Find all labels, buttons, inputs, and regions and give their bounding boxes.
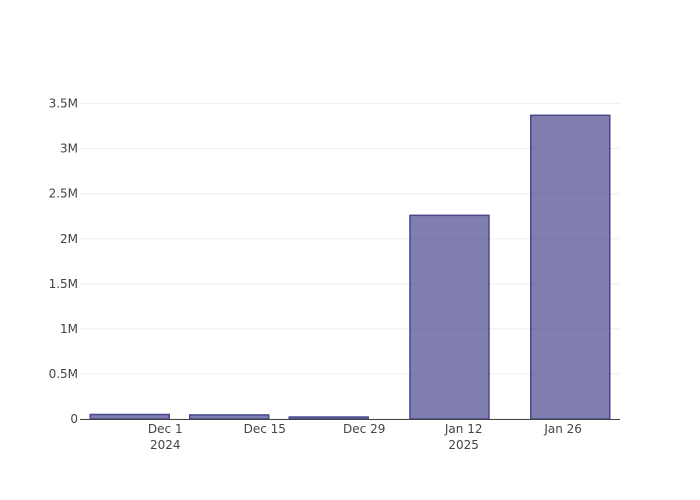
y-tick-label: 0.5M bbox=[49, 367, 78, 381]
x-tick-label: Jan 26 bbox=[543, 422, 582, 436]
x-tick-label-line: 2024 bbox=[150, 438, 181, 452]
x-tick-label-line: Jan 12 bbox=[444, 422, 483, 436]
bar bbox=[288, 416, 369, 420]
x-tick-label-line: Jan 26 bbox=[543, 422, 582, 436]
x-tick-label: Dec 29 bbox=[343, 422, 385, 436]
bar bbox=[530, 114, 611, 420]
y-tick-label: 3.5M bbox=[49, 97, 78, 111]
x-tick-label: Dec 1 2024 bbox=[148, 422, 183, 452]
x-tick-label-line: Dec 15 bbox=[244, 422, 286, 436]
bar bbox=[409, 214, 490, 420]
y-tick-label: 2M bbox=[60, 232, 78, 246]
bar bbox=[89, 413, 170, 420]
y-tick-label: 2.5M bbox=[49, 187, 78, 201]
y-tick-label: 0 bbox=[70, 412, 78, 426]
x-tick-label: Jan 12 2025 bbox=[444, 422, 483, 452]
x-tick-label-line: 2025 bbox=[448, 438, 479, 452]
x-tick-label-line: Dec 1 bbox=[148, 422, 183, 436]
y-tick-label: 1.5M bbox=[49, 277, 78, 291]
x-tick-label: Dec 15 bbox=[244, 422, 286, 436]
x-tick-label-line: Dec 29 bbox=[343, 422, 385, 436]
y-tick-label: 3M bbox=[60, 142, 78, 156]
y-tick-label: 1M bbox=[60, 322, 78, 336]
bar bbox=[188, 414, 270, 420]
